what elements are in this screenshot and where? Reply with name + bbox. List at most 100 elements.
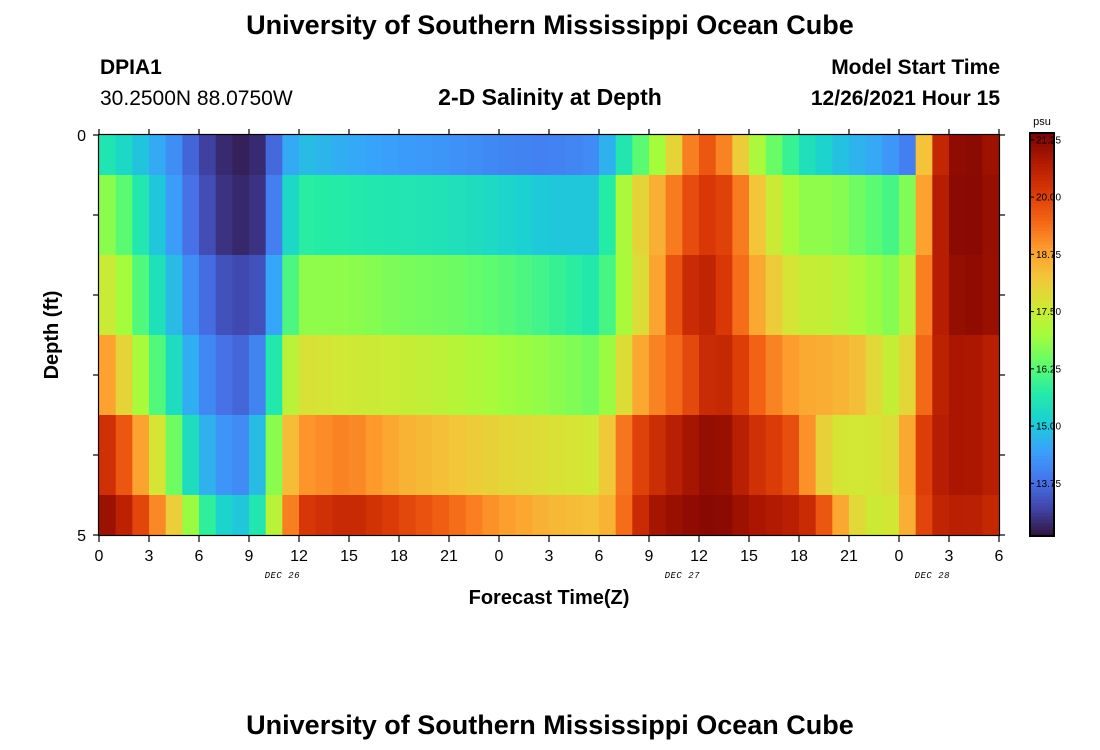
- heat-cell: [699, 335, 717, 416]
- colorbar-segment: [1030, 233, 1054, 238]
- colorbar-segment: [1030, 324, 1054, 329]
- heat-cell: [299, 175, 317, 256]
- colorbar-segment: [1030, 411, 1054, 416]
- heat-cell: [199, 255, 217, 336]
- heat-cell: [849, 335, 867, 416]
- y-axis-label: Depth (ft): [41, 291, 63, 380]
- colorbar-segment: [1030, 153, 1054, 158]
- x-tick-label: 18: [390, 548, 408, 565]
- colorbar-segment: [1030, 190, 1054, 195]
- heat-cell: [449, 495, 467, 536]
- colorbar-segment: [1030, 227, 1054, 231]
- colorbar-segment: [1030, 173, 1054, 178]
- heat-cell: [249, 495, 267, 536]
- heat-cell: [415, 255, 433, 336]
- heat-cell: [99, 175, 117, 256]
- heat-cell: [282, 415, 300, 496]
- colorbar-segment: [1030, 378, 1054, 383]
- heat-cell: [915, 175, 933, 256]
- heat-cell: [115, 255, 133, 336]
- heat-cell: [982, 415, 1000, 496]
- heat-cell: [549, 135, 567, 176]
- heat-cell: [915, 135, 933, 176]
- colorbar-segment: [1030, 472, 1054, 477]
- heat-cell: [815, 175, 833, 256]
- x-tick-label: 6: [595, 548, 604, 565]
- heat-cell: [765, 495, 783, 536]
- heat-cell: [882, 335, 900, 416]
- colorbar-segment: [1030, 280, 1054, 285]
- colorbar-segment: [1030, 253, 1054, 258]
- heat-cell: [99, 255, 117, 336]
- y-tick-label: 0: [77, 128, 86, 145]
- colorbar-segment: [1030, 465, 1054, 470]
- heat-cell: [982, 335, 1000, 416]
- heat-cell: [849, 415, 867, 496]
- heat-cell: [665, 415, 683, 496]
- heat-cell: [949, 255, 967, 336]
- heat-cell: [515, 415, 533, 496]
- colorbar-segment: [1030, 213, 1054, 218]
- heat-cell: [199, 415, 217, 496]
- colorbar-segment: [1030, 458, 1054, 463]
- heat-cell: [465, 135, 483, 176]
- heat-cell: [549, 495, 567, 536]
- heat-cell: [699, 415, 717, 496]
- heat-cell: [899, 415, 917, 496]
- heat-cell: [749, 255, 767, 336]
- colorbar-segment: [1030, 515, 1054, 520]
- heat-cell: [265, 255, 283, 336]
- heat-cell: [165, 175, 183, 256]
- heat-cell: [649, 175, 667, 256]
- heat-cell: [899, 135, 917, 176]
- heat-cell: [99, 495, 117, 536]
- heat-cell: [965, 335, 983, 416]
- heat-cell: [532, 415, 550, 496]
- colorbar-segment: [1030, 351, 1054, 356]
- colorbar-segment: [1030, 257, 1054, 262]
- heat-cell: [682, 175, 700, 256]
- heat-cell: [632, 175, 650, 256]
- heat-cell: [515, 255, 533, 336]
- colorbar-segment: [1030, 163, 1054, 168]
- x-tick-label: 15: [740, 548, 758, 565]
- heat-cell: [932, 255, 950, 336]
- heat-cell: [332, 135, 350, 176]
- heat-cell: [582, 335, 600, 416]
- colorbar-segment: [1030, 354, 1054, 359]
- heat-cell: [332, 255, 350, 336]
- heat-cell: [282, 335, 300, 416]
- colorbar-segment: [1030, 358, 1054, 362]
- colorbar-segment: [1030, 488, 1054, 493]
- colorbar-segment: [1030, 421, 1054, 426]
- heat-cell: [782, 135, 800, 176]
- colorbar-segment: [1030, 341, 1054, 346]
- heat-cell: [765, 175, 783, 256]
- heat-cell: [315, 135, 333, 176]
- heat-cell: [165, 495, 183, 536]
- colorbar-segment: [1030, 307, 1054, 312]
- heat-cell: [915, 495, 933, 536]
- heat-cell: [482, 335, 500, 416]
- heat-cell: [349, 135, 367, 176]
- colorbar-segment: [1030, 394, 1054, 399]
- colorbar-segment: [1030, 405, 1054, 409]
- colorbar-segment: [1030, 438, 1054, 443]
- heat-cell: [782, 335, 800, 416]
- heat-cell: [815, 415, 833, 496]
- date-label: DEC 27: [665, 571, 701, 581]
- colorbar-segment: [1030, 321, 1054, 326]
- station-id: DPIA1: [100, 56, 162, 79]
- heat-cell: [582, 135, 600, 176]
- colorbar-segment: [1030, 408, 1054, 413]
- heat-cell: [199, 335, 217, 416]
- heat-cell: [215, 135, 233, 176]
- y-tick-label: 5: [77, 528, 86, 545]
- colorbar-segment: [1030, 502, 1054, 507]
- heat-cell: [699, 135, 717, 176]
- heat-cell: [99, 335, 117, 416]
- heat-cell: [482, 415, 500, 496]
- heat-cell: [199, 175, 217, 256]
- heat-cell: [665, 175, 683, 256]
- heat-cell: [849, 495, 867, 536]
